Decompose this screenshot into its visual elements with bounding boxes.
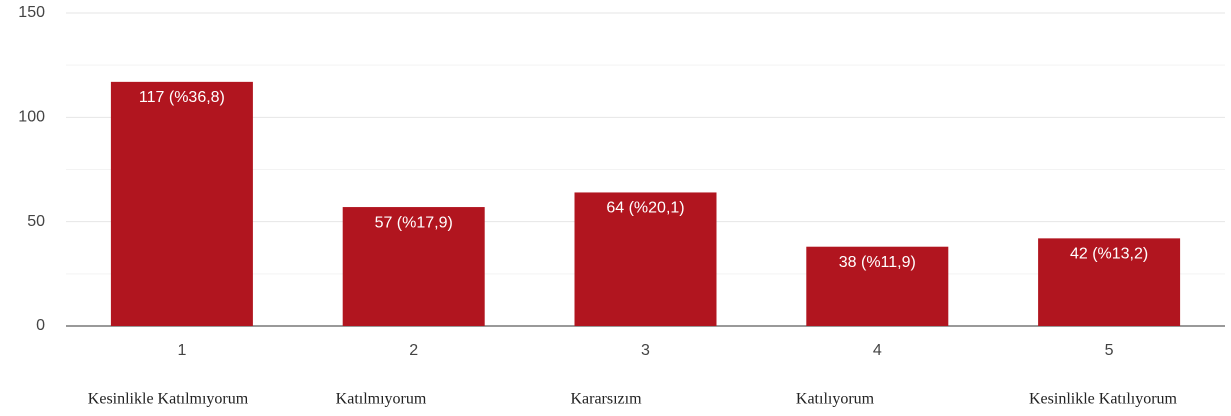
x-tick-label: 3 xyxy=(641,342,650,359)
bar xyxy=(342,207,485,326)
bar xyxy=(574,192,717,326)
x-tick-label: 5 xyxy=(1105,342,1114,359)
x-description-label: Kesinlikle Katılıyorum xyxy=(1029,391,1178,408)
value-label: 57 (%17,9) xyxy=(375,214,453,231)
value-label: 64 (%20,1) xyxy=(606,200,684,217)
x-description-label: Kesinlikle Katılmıyorum xyxy=(88,391,249,408)
value-label: 38 (%11,9) xyxy=(839,254,916,271)
y-tick-label: 100 xyxy=(18,109,45,126)
x-tick-label: 2 xyxy=(409,342,418,359)
x-description-label: Katılıyorum xyxy=(796,391,875,408)
bar xyxy=(1038,238,1181,326)
value-label: 117 (%36,8) xyxy=(139,89,225,106)
x-tick-label: 1 xyxy=(177,342,186,359)
x-description-label: Katılmıyorum xyxy=(336,391,427,408)
y-tick-label: 50 xyxy=(27,213,45,230)
bar xyxy=(110,81,253,326)
x-description-label: Kararsızım xyxy=(570,391,642,408)
value-label: 42 (%13,2) xyxy=(1070,246,1148,263)
y-tick-label: 150 xyxy=(18,4,45,21)
x-tick-label: 4 xyxy=(873,342,882,359)
bar xyxy=(806,246,949,326)
y-tick-label: 0 xyxy=(36,317,45,334)
